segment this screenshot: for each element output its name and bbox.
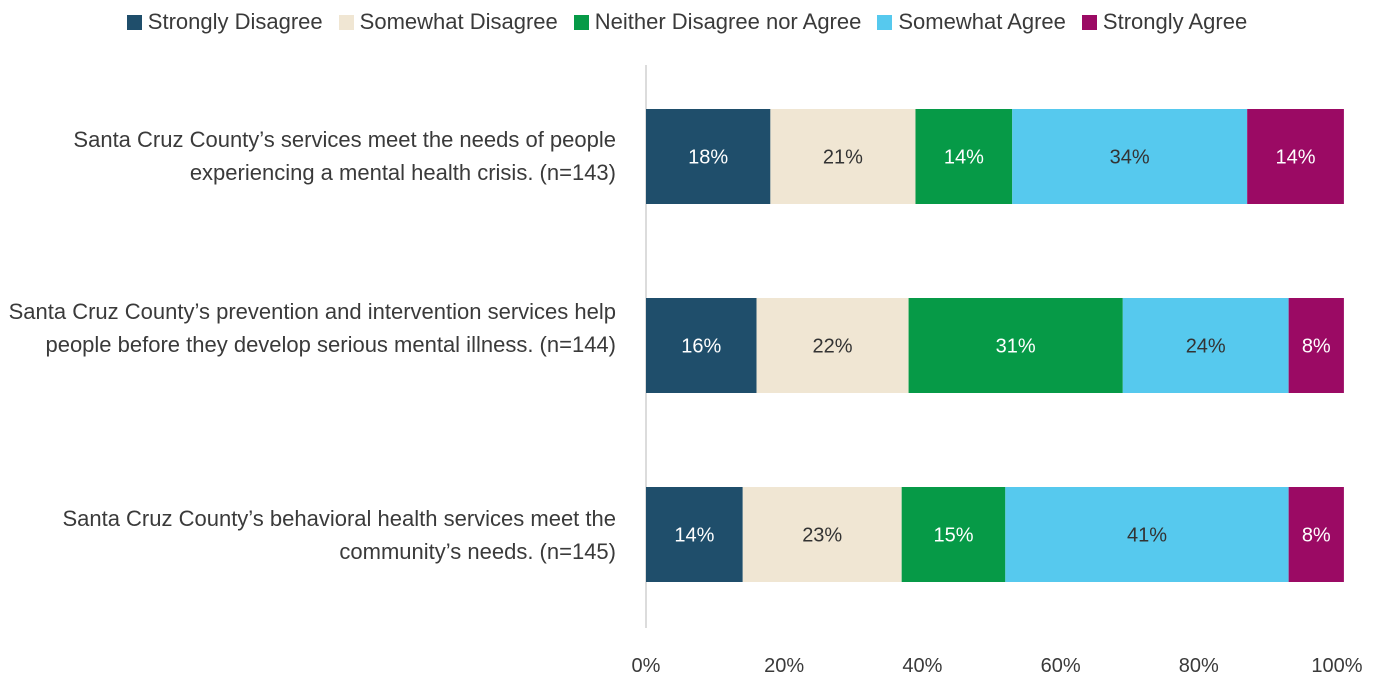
legend-swatch-strongly-agree <box>1081 14 1097 30</box>
bar-segment-strongly-agree-row-3 <box>1288 487 1344 582</box>
data-label-strongly-agree-row-3: 8% <box>1302 525 1331 547</box>
bar-segment-somewhat-agree-row-3 <box>1005 487 1289 582</box>
bar-segment-strongly-disagree-row-2 <box>646 298 757 393</box>
bar-segment-strongly-agree-row-2 <box>1288 298 1344 393</box>
category-label-crisis-services: Santa Cruz County’s services meet the ne… <box>73 127 616 185</box>
data-label-strongly-disagree-row-3: 14% <box>674 525 714 547</box>
x-tick-label-5: 100% <box>1311 655 1362 677</box>
bar-segment-somewhat-agree-row-1 <box>1012 109 1248 204</box>
legend-item-strongly-disagree: Strongly Disagree <box>126 9 323 35</box>
bar-segment-somewhat-disagree-row-2 <box>756 298 909 393</box>
bar-segment-somewhat-agree-row-2 <box>1122 298 1289 393</box>
data-label-strongly-disagree-row-2: 16% <box>681 336 721 358</box>
x-tick-label-1: 20% <box>764 655 804 677</box>
data-label-somewhat-disagree-row-3: 23% <box>802 525 842 547</box>
legend-swatch-somewhat-disagree <box>338 14 354 30</box>
bar-segment-neither-disagree-nor-agree-row-1 <box>915 109 1013 204</box>
bar-segment-strongly-disagree-row-1 <box>646 109 771 204</box>
chart-legend: Strongly Disagree Somewhat Disagree Neit… <box>0 6 1374 38</box>
legend-item-somewhat-agree: Somewhat Agree <box>877 9 1066 35</box>
x-tick-label-3: 60% <box>1041 655 1081 677</box>
legend-item-somewhat-disagree: Somewhat Disagree <box>338 9 558 35</box>
data-label-neither-disagree-nor-agree-row-3: 15% <box>933 525 973 547</box>
bar-segment-neither-disagree-nor-agree-row-2 <box>908 298 1123 393</box>
legend-swatch-somewhat-agree <box>877 14 893 30</box>
data-label-neither-disagree-nor-agree-row-2: 31% <box>996 336 1036 358</box>
category-label-prevention-services: Santa Cruz County’s prevention and inter… <box>8 299 616 357</box>
data-label-somewhat-agree-row-2: 24% <box>1186 336 1226 358</box>
category-label-behavioral-health: Santa Cruz County’s behavioral health se… <box>62 506 616 564</box>
x-tick-label-2: 40% <box>902 655 942 677</box>
bar-segment-somewhat-disagree-row-3 <box>742 487 902 582</box>
x-tick-label-4: 80% <box>1179 655 1219 677</box>
bar-segment-strongly-disagree-row-3 <box>646 487 743 582</box>
legend-label-neither: Neither Disagree nor Agree <box>594 9 862 34</box>
data-label-somewhat-disagree-row-1: 21% <box>823 147 863 169</box>
legend-item-strongly-agree: Strongly Agree <box>1081 9 1248 35</box>
bar-segment-neither-disagree-nor-agree-row-3 <box>901 487 1006 582</box>
legend-label-somewhat-disagree: Somewhat Disagree <box>359 9 558 34</box>
legend-label-strongly-agree: Strongly Agree <box>1102 9 1248 34</box>
legend-swatch-strongly-disagree <box>126 14 142 30</box>
data-label-neither-disagree-nor-agree-row-1: 14% <box>944 147 984 169</box>
bar-segment-strongly-agree-row-1 <box>1247 109 1344 204</box>
legend-label-somewhat-agree: Somewhat Agree <box>898 9 1066 34</box>
legend-label-strongly-disagree: Strongly Disagree <box>147 9 323 34</box>
x-tick-label-0: 0% <box>632 655 661 677</box>
data-label-strongly-disagree-row-1: 18% <box>688 147 728 169</box>
data-label-somewhat-agree-row-3: 41% <box>1127 525 1167 547</box>
bar-segment-somewhat-disagree-row-1 <box>770 109 916 204</box>
legend-item-neither: Neither Disagree nor Agree <box>573 9 862 35</box>
data-label-somewhat-agree-row-1: 34% <box>1110 147 1150 169</box>
data-label-somewhat-disagree-row-2: 22% <box>813 336 853 358</box>
data-label-strongly-agree-row-1: 14% <box>1276 147 1316 169</box>
legend-swatch-neither <box>573 14 589 30</box>
data-label-strongly-agree-row-2: 8% <box>1302 336 1331 358</box>
